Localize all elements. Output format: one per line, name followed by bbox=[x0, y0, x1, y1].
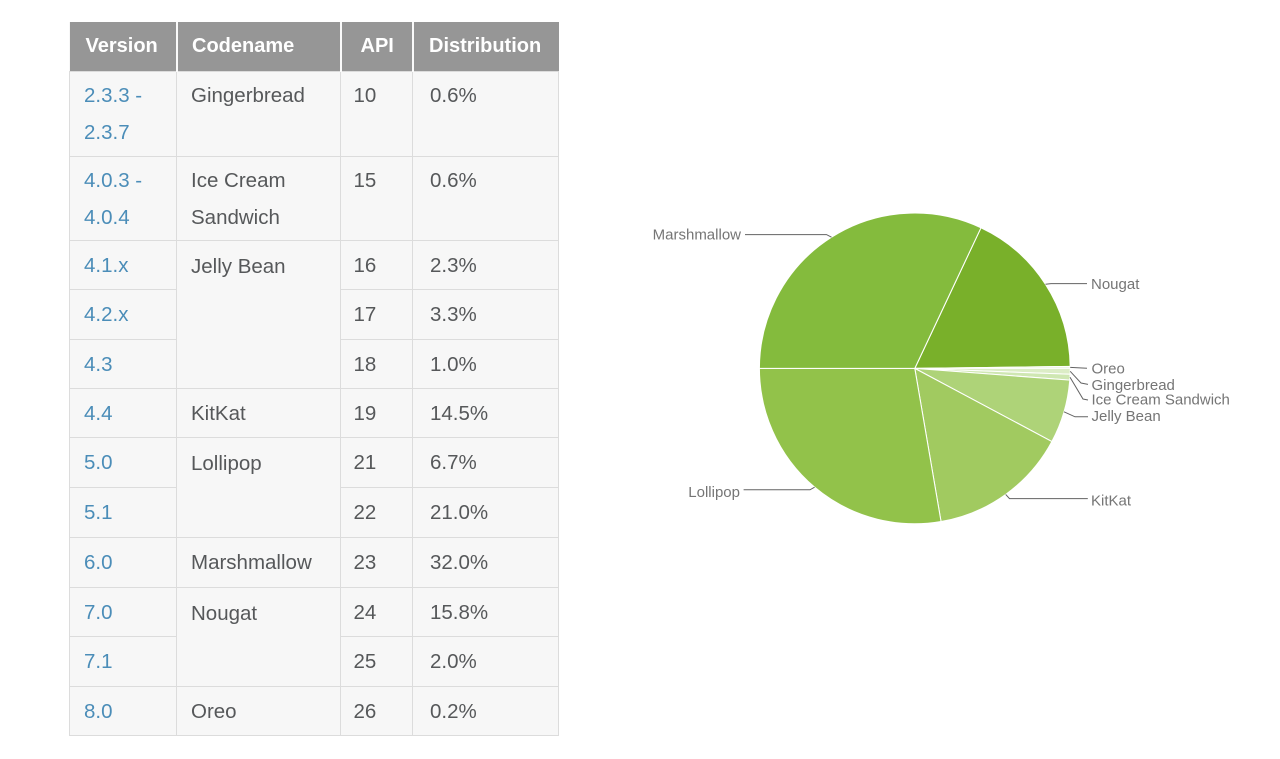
svg-text:Lollipop: Lollipop bbox=[688, 484, 740, 501]
svg-text:Marshmallow: Marshmallow bbox=[653, 226, 742, 243]
svg-text:Ice Cream Sandwich: Ice Cream Sandwich bbox=[1092, 392, 1230, 409]
svg-text:Nougat: Nougat bbox=[1091, 276, 1140, 293]
svg-text:Oreo: Oreo bbox=[1092, 361, 1125, 378]
svg-text:Jelly Bean: Jelly Bean bbox=[1092, 408, 1161, 425]
svg-text:Gingerbread: Gingerbread bbox=[1092, 377, 1175, 394]
svg-text:KitKat: KitKat bbox=[1091, 492, 1132, 509]
